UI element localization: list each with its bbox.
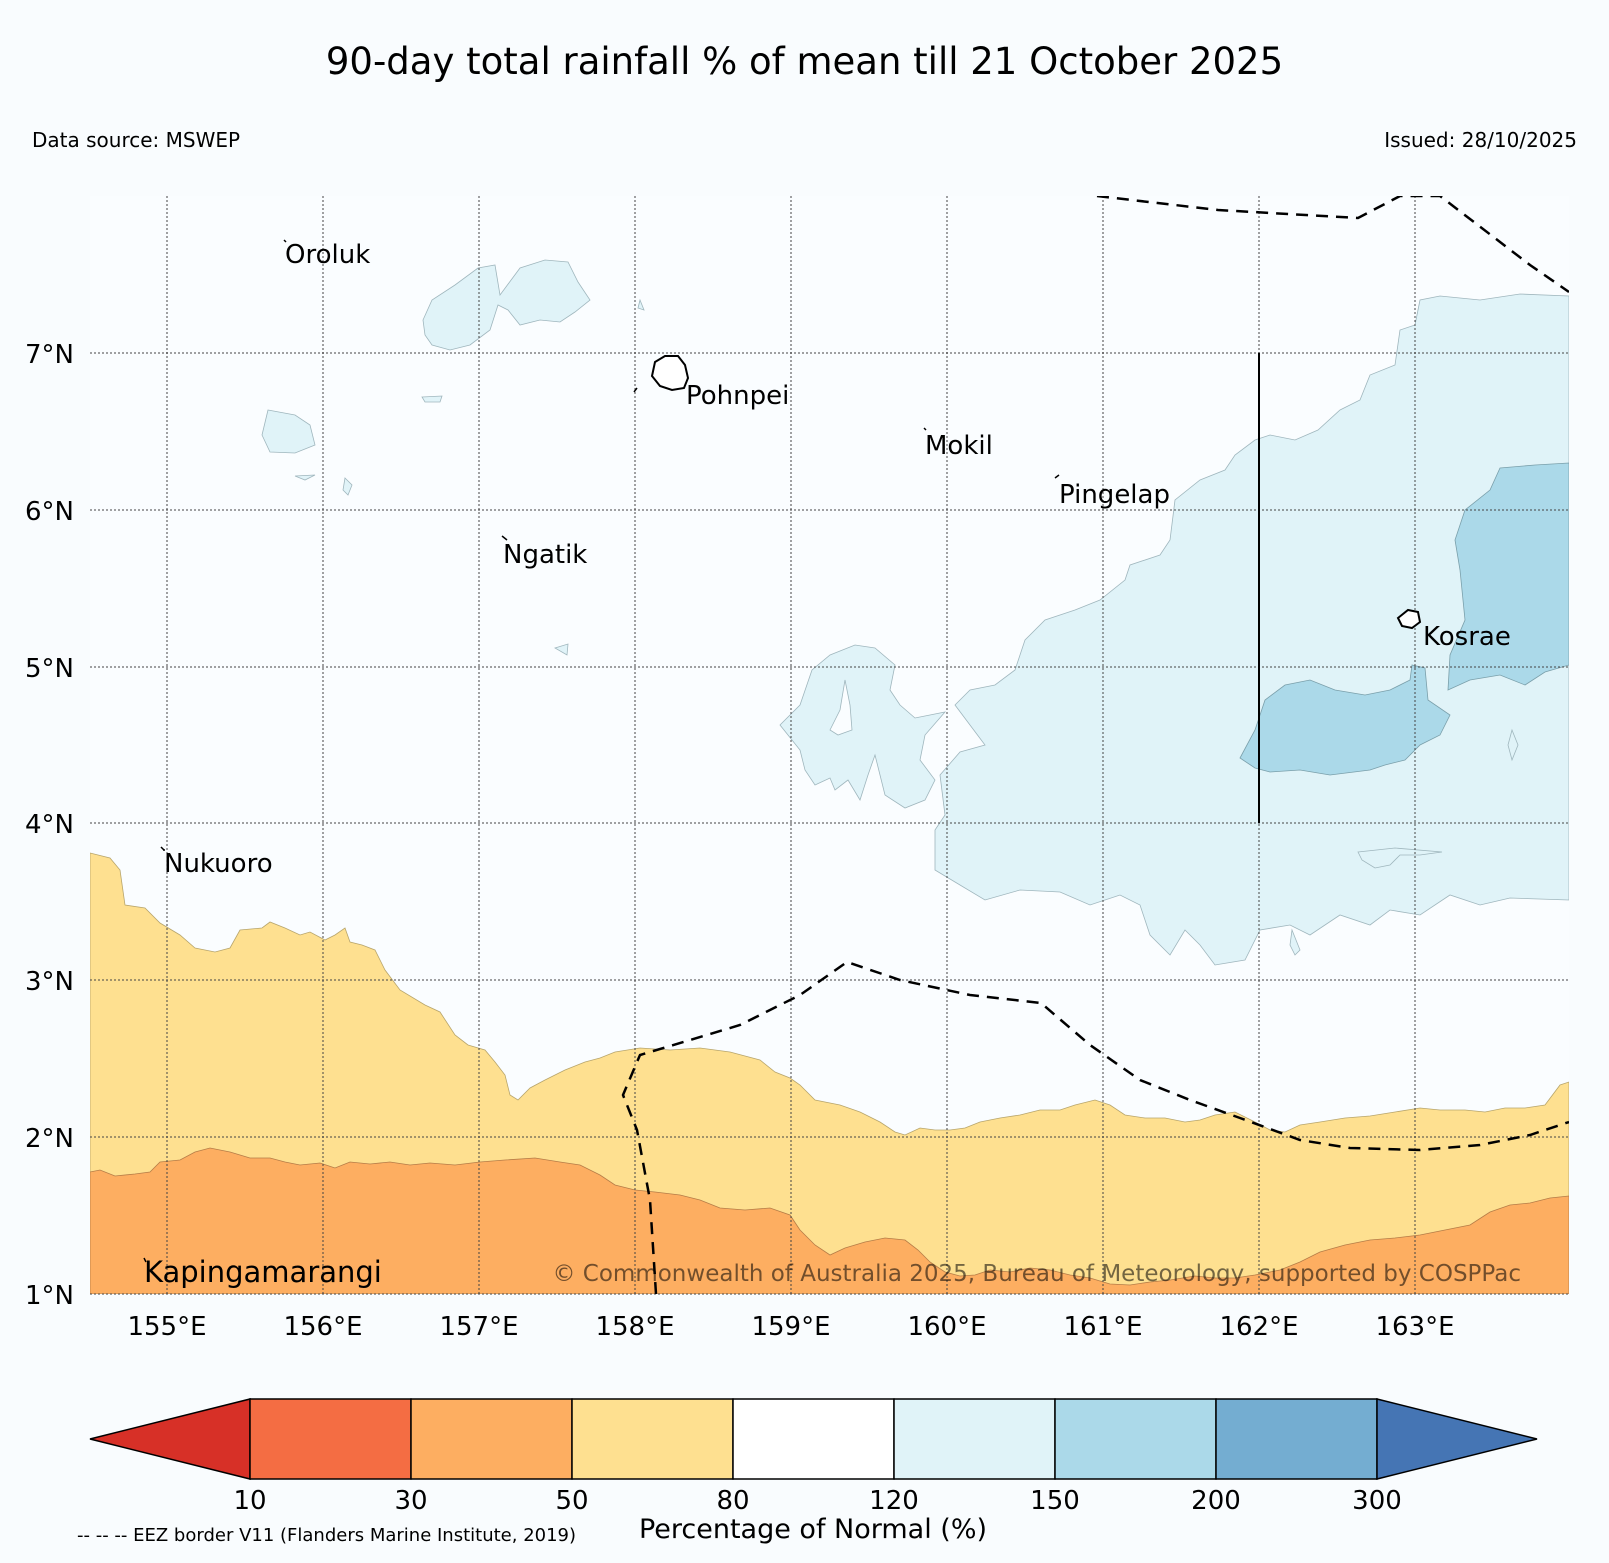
region-120-150-islet-3 xyxy=(554,643,1519,956)
region-150-200-south xyxy=(1239,664,1451,776)
island-label-nukuoro: Nukuoro xyxy=(164,849,273,879)
lat-axis: 1°N 2°N 3°N 4°N 5°N 6°N 7°N xyxy=(25,340,74,1311)
colorbar-label: Percentage of Normal (%) xyxy=(639,1514,987,1545)
colorbar-tick-label: 50 xyxy=(555,1486,588,1516)
eez-note: -- -- -- EEZ border V11 (Flanders Marine… xyxy=(77,1525,576,1546)
pohnpei-outline-icon xyxy=(650,355,690,392)
lat-label: 5°N xyxy=(25,654,74,684)
issued-date-label: Issued: 28/10/2025 xyxy=(1384,128,1577,152)
islet-marks xyxy=(143,239,1060,1263)
island-label-mokil: Mokil xyxy=(925,431,993,461)
lon-label: 158°E xyxy=(595,1312,674,1342)
colorbar-tick-label: 80 xyxy=(716,1486,749,1516)
island-label-kosrae: Kosrae xyxy=(1423,622,1511,652)
lat-label: 1°N xyxy=(25,1281,74,1311)
lat-label: 6°N xyxy=(25,497,74,527)
kosrae-outline-icon xyxy=(1396,608,1422,630)
island-label-ngatik: Ngatik xyxy=(503,540,587,570)
colorbar-tick-label: 30 xyxy=(394,1486,427,1516)
lon-label: 162°E xyxy=(1219,1312,1298,1342)
lon-label: 160°E xyxy=(907,1312,986,1342)
lon-label: 161°E xyxy=(1063,1312,1142,1342)
colorbar-swatch xyxy=(893,1398,1056,1480)
lon-label: 156°E xyxy=(283,1312,362,1342)
region-120-150-islet-1 xyxy=(261,409,316,454)
lat-label: 2°N xyxy=(25,1124,74,1154)
region-120-150-north xyxy=(422,259,591,351)
colorbar-swatch xyxy=(89,1398,251,1480)
colorbar-tick-label: 300 xyxy=(1352,1486,1402,1516)
colorbar-swatch xyxy=(410,1398,573,1480)
island-label-kapingamarangi: Kapingamarangi xyxy=(144,1255,382,1289)
lon-label: 157°E xyxy=(439,1312,518,1342)
colorbar-tick-label: 10 xyxy=(233,1486,266,1516)
colorbar-tick-label: 120 xyxy=(869,1486,919,1516)
colorbar-tick-label: 200 xyxy=(1191,1486,1241,1516)
region-white-hole xyxy=(829,679,853,736)
island-label-oroluk: Oroluk xyxy=(285,240,370,270)
data-source-label: Data source: MSWEP xyxy=(32,128,241,152)
copyright-text: © Commonwealth of Australia 2025, Bureau… xyxy=(552,1261,1521,1287)
region-120-150-central xyxy=(779,644,947,809)
colorbar-swatch xyxy=(1376,1398,1538,1480)
colorbar xyxy=(89,1398,1538,1480)
colorbar-tick-label: 150 xyxy=(1030,1486,1080,1516)
region-120-150-islet-2 xyxy=(294,298,645,496)
lon-label: 159°E xyxy=(751,1312,830,1342)
island-label-pohnpei: Pohnpei xyxy=(686,381,789,411)
colorbar-swatch xyxy=(732,1398,895,1480)
colorbar-swatch xyxy=(1215,1398,1378,1480)
island-label-pingelap: Pingelap xyxy=(1059,480,1170,510)
lat-label: 4°N xyxy=(25,810,74,840)
lon-axis: 155°E 156°E 157°E 158°E 159°E 160°E 161°… xyxy=(127,1312,1454,1342)
lat-label: 3°N xyxy=(25,967,74,997)
lat-label: 7°N xyxy=(25,340,74,370)
region-120-150-east xyxy=(934,293,1569,966)
eez-borders xyxy=(621,196,1569,1294)
colorbar-swatch xyxy=(1054,1398,1217,1480)
map-title: 90-day total rainfall % of mean till 21 … xyxy=(325,40,1284,83)
colorbar-swatch xyxy=(249,1398,412,1480)
region-30-50 xyxy=(90,1147,1569,1294)
lon-label: 155°E xyxy=(127,1312,206,1342)
colorbar-ticks: 10 30 50 80 120 150 200 300 xyxy=(233,1486,1401,1516)
colorbar-swatch xyxy=(571,1398,734,1480)
region-150-200-east xyxy=(1447,462,1569,691)
lon-label: 163°E xyxy=(1375,1312,1454,1342)
